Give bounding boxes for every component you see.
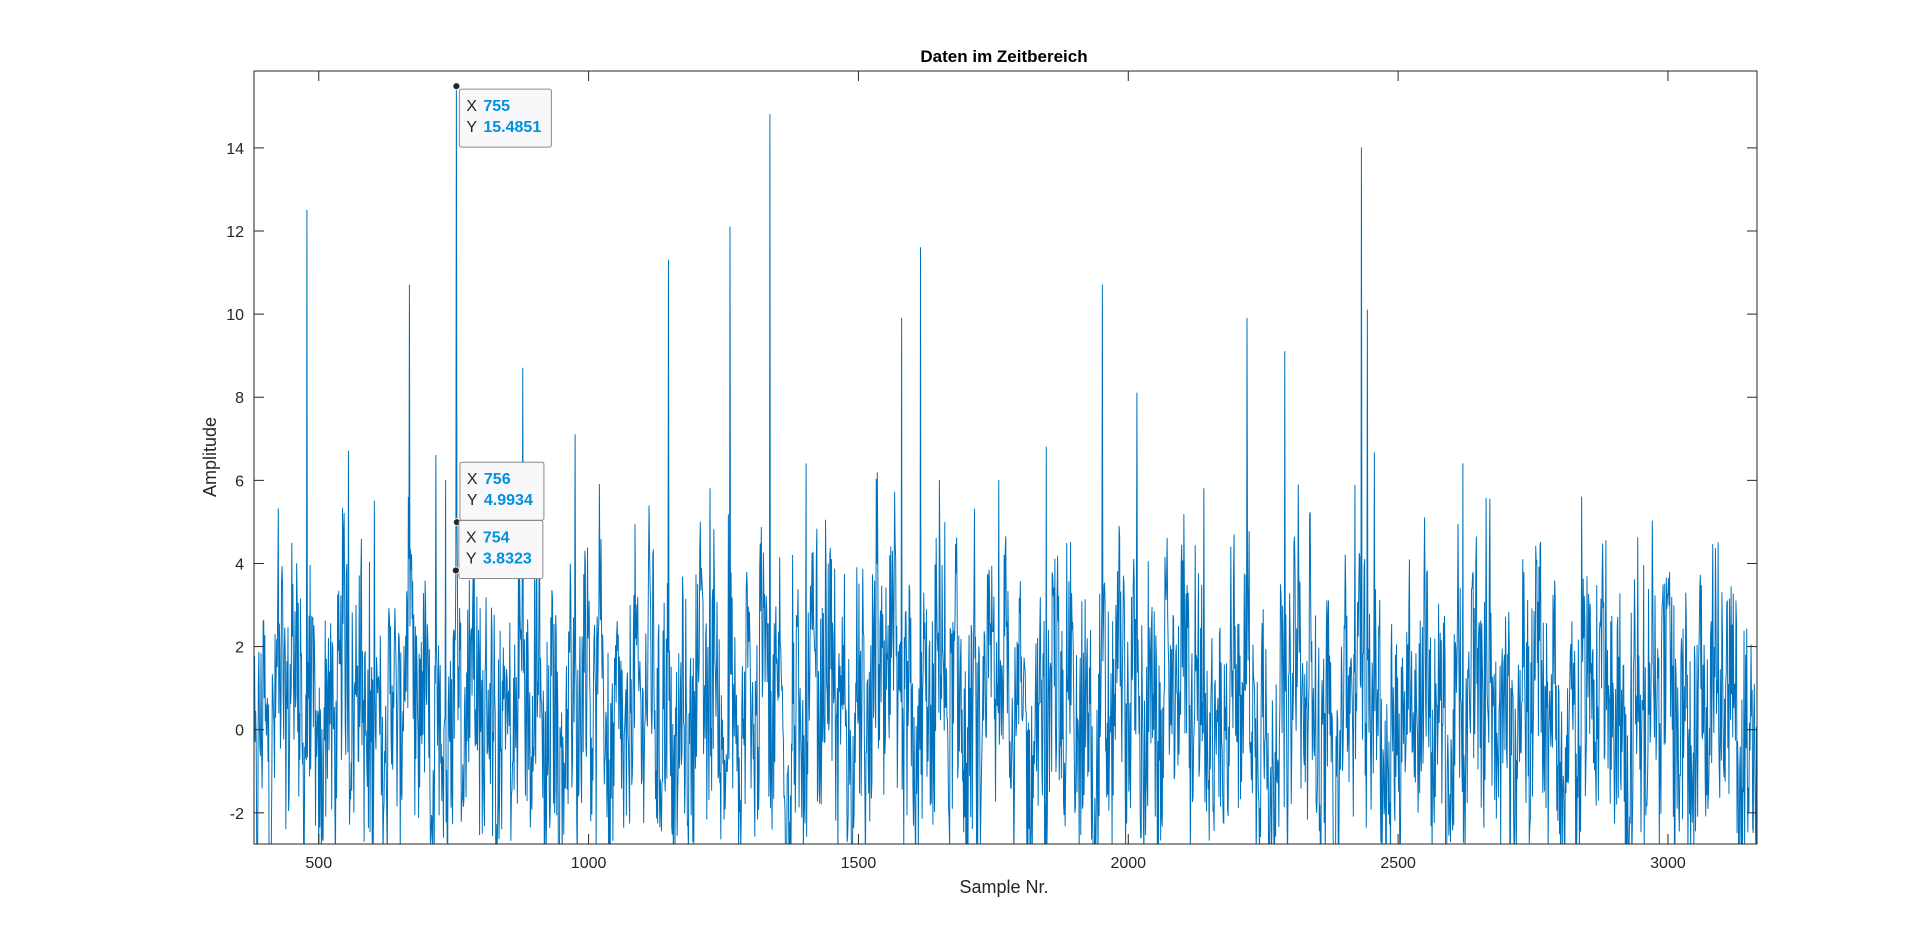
- datatip-layer: X 755 Y 15.4851 X 756 Y 4.9934 X 754 Y 3.8323: [451, 82, 552, 579]
- y-tick-label: 6: [235, 473, 244, 490]
- datatip-y-value: 4.9934: [484, 492, 533, 509]
- datatip-marker[interactable]: [451, 566, 460, 575]
- datatip-x-key: X: [466, 98, 477, 115]
- y-tick-label: 10: [226, 307, 244, 324]
- x-tick-label: 1000: [571, 855, 607, 872]
- datatip-y-value: 3.8323: [483, 550, 532, 567]
- x-tick-label: 1500: [841, 855, 877, 872]
- datatip-x-key: X: [467, 471, 478, 488]
- y-tick-label: 8: [235, 390, 244, 407]
- ticks-layer: 500 1000 1500 2000 2500 3000 -2 0 2 4 6 8 10 12 14: [226, 71, 1757, 872]
- signal-line[interactable]: [254, 85, 1757, 863]
- x-tick-label: 2500: [1380, 855, 1416, 872]
- datatip-box: [458, 519, 544, 579]
- y-tick-label: 14: [226, 141, 244, 158]
- x-axis-label: Sample Nr.: [959, 877, 1048, 897]
- y-tick-label: 4: [235, 556, 244, 573]
- y-tick-label: 12: [226, 224, 244, 241]
- x-tick-label: 3000: [1650, 855, 1686, 872]
- datatip-x-value: 756: [484, 471, 511, 488]
- x-tick-label: 500: [305, 855, 332, 872]
- y-tick-label: -2: [230, 806, 244, 823]
- datatip[interactable]: X 754 Y 3.8323: [451, 519, 544, 579]
- datatip-x-key: X: [466, 529, 477, 546]
- datatip-y-value: 15.4851: [483, 119, 541, 136]
- x-tick-label: 2000: [1110, 855, 1146, 872]
- series-layer: [254, 85, 1757, 863]
- datatip[interactable]: X 755 Y 15.4851: [452, 82, 552, 148]
- y-tick-label: 2: [235, 640, 244, 657]
- axes-box: [253, 70, 1758, 845]
- datatip-x-value: 755: [483, 98, 510, 115]
- datatip-x-value: 754: [483, 529, 510, 546]
- datatip-marker[interactable]: [452, 82, 461, 91]
- datatip-y-key: Y: [466, 119, 477, 136]
- chart-title: Daten im Zeitbereich: [920, 47, 1087, 66]
- datatip-y-key: Y: [467, 492, 478, 509]
- datatip-y-key: Y: [466, 550, 477, 567]
- datatip-box: [458, 88, 552, 148]
- y-axis-label: Amplitude: [200, 417, 220, 497]
- datatip[interactable]: X 756 Y 4.9934: [453, 461, 545, 527]
- y-tick-label: 0: [235, 723, 244, 740]
